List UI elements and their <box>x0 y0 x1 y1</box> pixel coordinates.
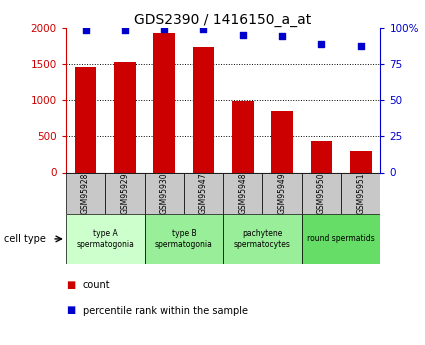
Text: pachytene
spermatocytes: pachytene spermatocytes <box>234 229 291 249</box>
Point <box>161 26 167 32</box>
Bar <box>223 214 302 264</box>
Title: GDS2390 / 1416150_a_at: GDS2390 / 1416150_a_at <box>134 12 312 27</box>
Text: GSM95930: GSM95930 <box>160 172 169 214</box>
Bar <box>153 33 175 172</box>
Bar <box>66 172 105 214</box>
Bar <box>144 172 184 214</box>
Bar <box>341 172 380 214</box>
Point <box>200 26 207 32</box>
Bar <box>350 151 371 172</box>
Bar <box>302 172 341 214</box>
Bar <box>302 214 380 264</box>
Point <box>122 28 128 33</box>
Text: GSM95929: GSM95929 <box>120 172 129 214</box>
Text: ■: ■ <box>66 306 75 315</box>
Text: GSM95948: GSM95948 <box>238 172 247 214</box>
Text: GSM95928: GSM95928 <box>81 172 90 214</box>
Bar <box>144 214 223 264</box>
Text: count: count <box>83 280 110 289</box>
Bar <box>223 172 262 214</box>
Text: GSM95949: GSM95949 <box>278 172 286 214</box>
Text: percentile rank within the sample: percentile rank within the sample <box>83 306 248 315</box>
Bar <box>75 68 96 172</box>
Text: cell type: cell type <box>4 234 46 244</box>
Point <box>318 41 325 46</box>
Text: GSM95951: GSM95951 <box>356 172 365 214</box>
Bar <box>262 172 302 214</box>
Bar <box>193 47 214 172</box>
Bar <box>105 172 144 214</box>
Bar <box>271 111 293 172</box>
Text: ■: ■ <box>66 280 75 289</box>
Bar <box>232 101 254 172</box>
Text: GSM95947: GSM95947 <box>199 172 208 214</box>
Point <box>279 33 286 39</box>
Point <box>82 28 89 33</box>
Text: round spermatids: round spermatids <box>307 234 375 244</box>
Bar <box>311 141 332 172</box>
Point <box>239 32 246 38</box>
Point <box>357 44 364 49</box>
Bar <box>114 62 136 172</box>
Text: type A
spermatogonia: type A spermatogonia <box>76 229 134 249</box>
Bar <box>184 172 223 214</box>
Text: type B
spermatogonia: type B spermatogonia <box>155 229 213 249</box>
Bar <box>66 214 144 264</box>
Text: GSM95950: GSM95950 <box>317 172 326 214</box>
